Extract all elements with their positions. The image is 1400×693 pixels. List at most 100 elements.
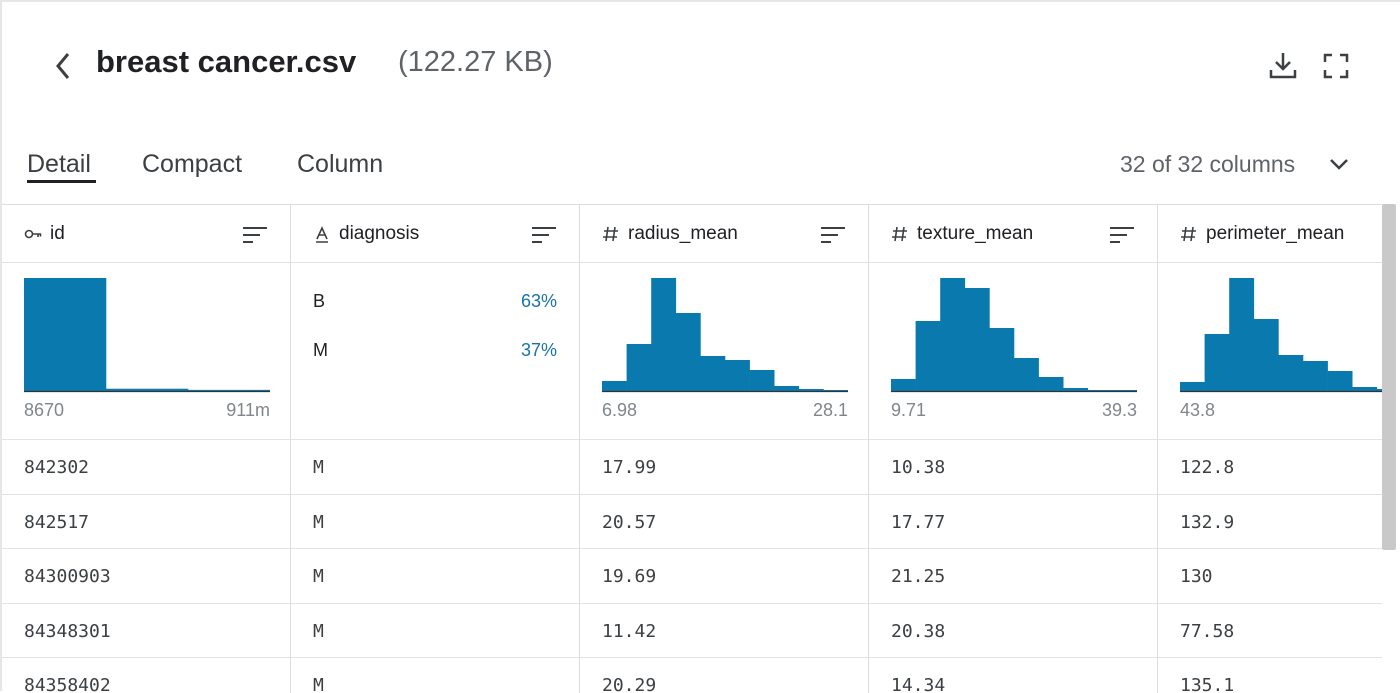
- column-type-icon: [1181, 226, 1196, 242]
- histogram: [602, 278, 848, 393]
- column-summary: 43.8: [1158, 263, 1382, 440]
- cell-value: 132.9: [1180, 511, 1235, 533]
- histogram-bar: [725, 360, 750, 391]
- histogram-bar: [1112, 390, 1137, 391]
- histogram-bar: [798, 389, 824, 391]
- dropdown-icon[interactable]: [1328, 154, 1350, 174]
- histogram-bar: [602, 381, 627, 391]
- histogram-max: 911m: [226, 400, 270, 420]
- histogram-bar: [1014, 358, 1039, 391]
- sort-icon[interactable]: [531, 225, 557, 245]
- table-cell: 20.38: [869, 603, 1158, 658]
- histogram-max: 39.3: [1101, 400, 1137, 420]
- histogram-bar: [1303, 361, 1328, 391]
- histogram-bar: [1180, 382, 1205, 391]
- table-cell: M: [291, 658, 580, 693]
- cell-value: 842517: [24, 511, 90, 533]
- histogram-min: 43.8: [1180, 400, 1216, 420]
- histogram-bar: [989, 328, 1015, 391]
- table-cell: 84348301: [2, 603, 291, 658]
- table-cell: 11.42: [580, 603, 869, 658]
- column-name: texture_mean: [917, 223, 1034, 244]
- sort-icon[interactable]: [242, 225, 268, 245]
- fullscreen-button[interactable]: [1322, 52, 1350, 80]
- category-share: 37%: [520, 340, 557, 360]
- histogram-bar: [891, 379, 916, 391]
- histogram-bar: [823, 390, 848, 391]
- column-header: texture_mean: [869, 205, 1158, 263]
- histogram-bar: [651, 278, 677, 391]
- table-cell: 10.38: [869, 440, 1158, 495]
- histogram-bar: [1063, 388, 1089, 391]
- histogram-bar: [940, 278, 966, 391]
- cell-value: 842302: [24, 457, 90, 478]
- cell-value: 17.77: [891, 511, 946, 533]
- histogram-bar: [1253, 319, 1279, 391]
- histogram-min: 9.71: [891, 400, 927, 420]
- cell-value: M: [313, 457, 324, 478]
- cell-value: 77.58: [1180, 620, 1235, 642]
- category-label: M: [313, 340, 328, 360]
- table-cell: 21.25: [869, 549, 1158, 604]
- column-type-icon: [892, 226, 907, 242]
- histogram-bar: [1204, 334, 1230, 391]
- cell-value: 17.99: [602, 457, 657, 478]
- histogram-bar: [964, 288, 990, 391]
- column-summary: B 63% M 37%: [291, 263, 580, 440]
- cell-value: 19.69: [602, 566, 657, 587]
- table-cell: 132.9: [1158, 495, 1382, 549]
- table-cell: 84300903: [2, 549, 291, 604]
- column-header: id: [2, 205, 291, 263]
- column-name: perimeter_mean: [1206, 223, 1345, 244]
- tab-detail[interactable]: Detail: [27, 150, 91, 178]
- table-cell: M: [291, 603, 580, 658]
- tab-compact[interactable]: Compact: [142, 150, 243, 178]
- table-cell: 17.99: [580, 440, 869, 495]
- histogram-bar: [774, 386, 800, 391]
- cell-value: 84300903: [24, 566, 111, 587]
- histogram-bar: [1038, 377, 1064, 391]
- histogram-bar: [1352, 387, 1378, 391]
- column-type-icon: [316, 226, 328, 243]
- cell-value: M: [313, 675, 324, 693]
- histogram-bar: [675, 313, 701, 391]
- cell-value: 20.57: [602, 511, 657, 533]
- table-cell: 122.8: [1158, 440, 1382, 495]
- cell-value: 20.29: [602, 675, 657, 693]
- histogram-bar: [1229, 278, 1255, 391]
- histogram-bar: [188, 389, 270, 391]
- column-header: radius_mean: [580, 205, 869, 263]
- histogram-bar: [24, 278, 107, 391]
- download-button[interactable]: [1268, 50, 1298, 80]
- histogram-bar: [1327, 371, 1353, 391]
- cell-value: 21.25: [891, 566, 946, 587]
- cell-value: 14.34: [891, 675, 946, 693]
- histogram-bar: [700, 356, 726, 391]
- table-cell: 19.69: [580, 549, 869, 604]
- tab-column[interactable]: Column: [297, 150, 384, 178]
- column-count[interactable]: 32 of 32 columns: [1120, 151, 1296, 177]
- table-cell: M: [291, 494, 580, 549]
- column-summary: 6.98 28.1: [580, 263, 869, 440]
- cell-value: 122.8: [1180, 457, 1235, 478]
- table-cell: 842517: [2, 494, 291, 549]
- table-cell: M: [291, 440, 580, 495]
- column-type-icon: [603, 226, 618, 242]
- histogram-bar: [106, 388, 189, 391]
- column-header: diagnosis: [291, 205, 580, 263]
- tab-underline: [27, 180, 96, 183]
- histogram-bar: [915, 321, 941, 391]
- sort-icon[interactable]: [820, 225, 846, 245]
- histogram-max: 28.1: [812, 400, 848, 420]
- back-button[interactable]: [50, 50, 76, 82]
- table-cell: 842302: [2, 440, 291, 495]
- column-summary: 9.71 39.3: [869, 263, 1158, 440]
- histogram: [24, 278, 270, 393]
- cell-value: 10.38: [891, 457, 946, 478]
- cell-value: M: [313, 566, 324, 587]
- scrollbar[interactable]: [1382, 204, 1396, 550]
- column-name: radius_mean: [628, 223, 738, 244]
- cell-value: M: [313, 620, 324, 642]
- cell-value: 84348301: [24, 620, 111, 642]
- sort-icon[interactable]: [1109, 225, 1135, 245]
